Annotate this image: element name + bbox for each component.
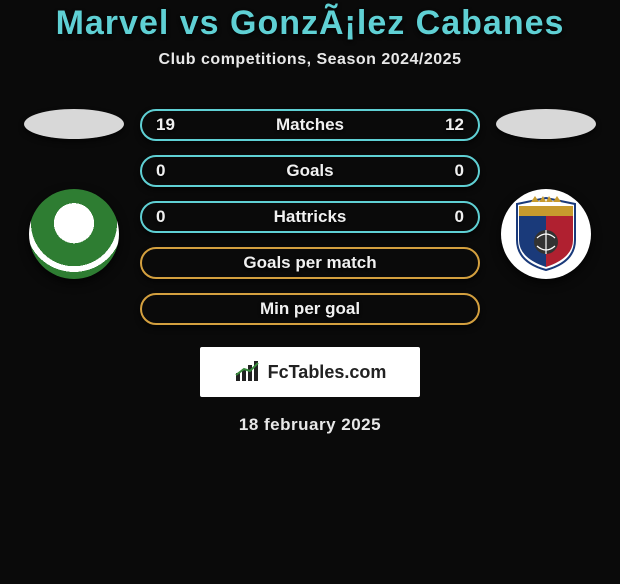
stat-label: Goals per match [196,253,424,273]
stat-row: Min per goal [140,293,480,325]
club-badge-left-icon [29,189,119,279]
stat-row: Goals per match [140,247,480,279]
left-column [24,109,124,279]
stat-value-right: 12 [424,115,464,135]
stats-area: 19Matches120Goals00Hattricks0Goals per m… [8,109,612,325]
brand-logo: FcTables.com [200,347,420,397]
stat-value-right: 0 [424,207,464,227]
stat-label: Matches [196,115,424,135]
stat-value-left: 19 [156,115,196,135]
subtitle: Club competitions, Season 2024/2025 [8,51,612,69]
player-photo-right-placeholder [496,109,596,139]
stat-label: Hattricks [196,207,424,227]
stat-row: 0Hattricks0 [140,201,480,233]
chart-icon [234,361,262,383]
page-title: Marvel vs GonzÃ¡lez Cabanes [8,4,612,43]
right-column [496,109,596,279]
stat-row: 0Goals0 [140,155,480,187]
club-badge-right-icon [501,189,591,279]
stat-label: Min per goal [196,299,424,319]
date-text: 18 february 2025 [8,415,612,435]
stat-label: Goals [196,161,424,181]
stat-row: 19Matches12 [140,109,480,141]
brand-text: FcTables.com [268,362,387,383]
stat-rows: 19Matches120Goals00Hattricks0Goals per m… [140,109,480,325]
stat-value-left: 0 [156,207,196,227]
player-photo-left-placeholder [24,109,124,139]
stat-value-left: 0 [156,161,196,181]
stat-value-right: 0 [424,161,464,181]
